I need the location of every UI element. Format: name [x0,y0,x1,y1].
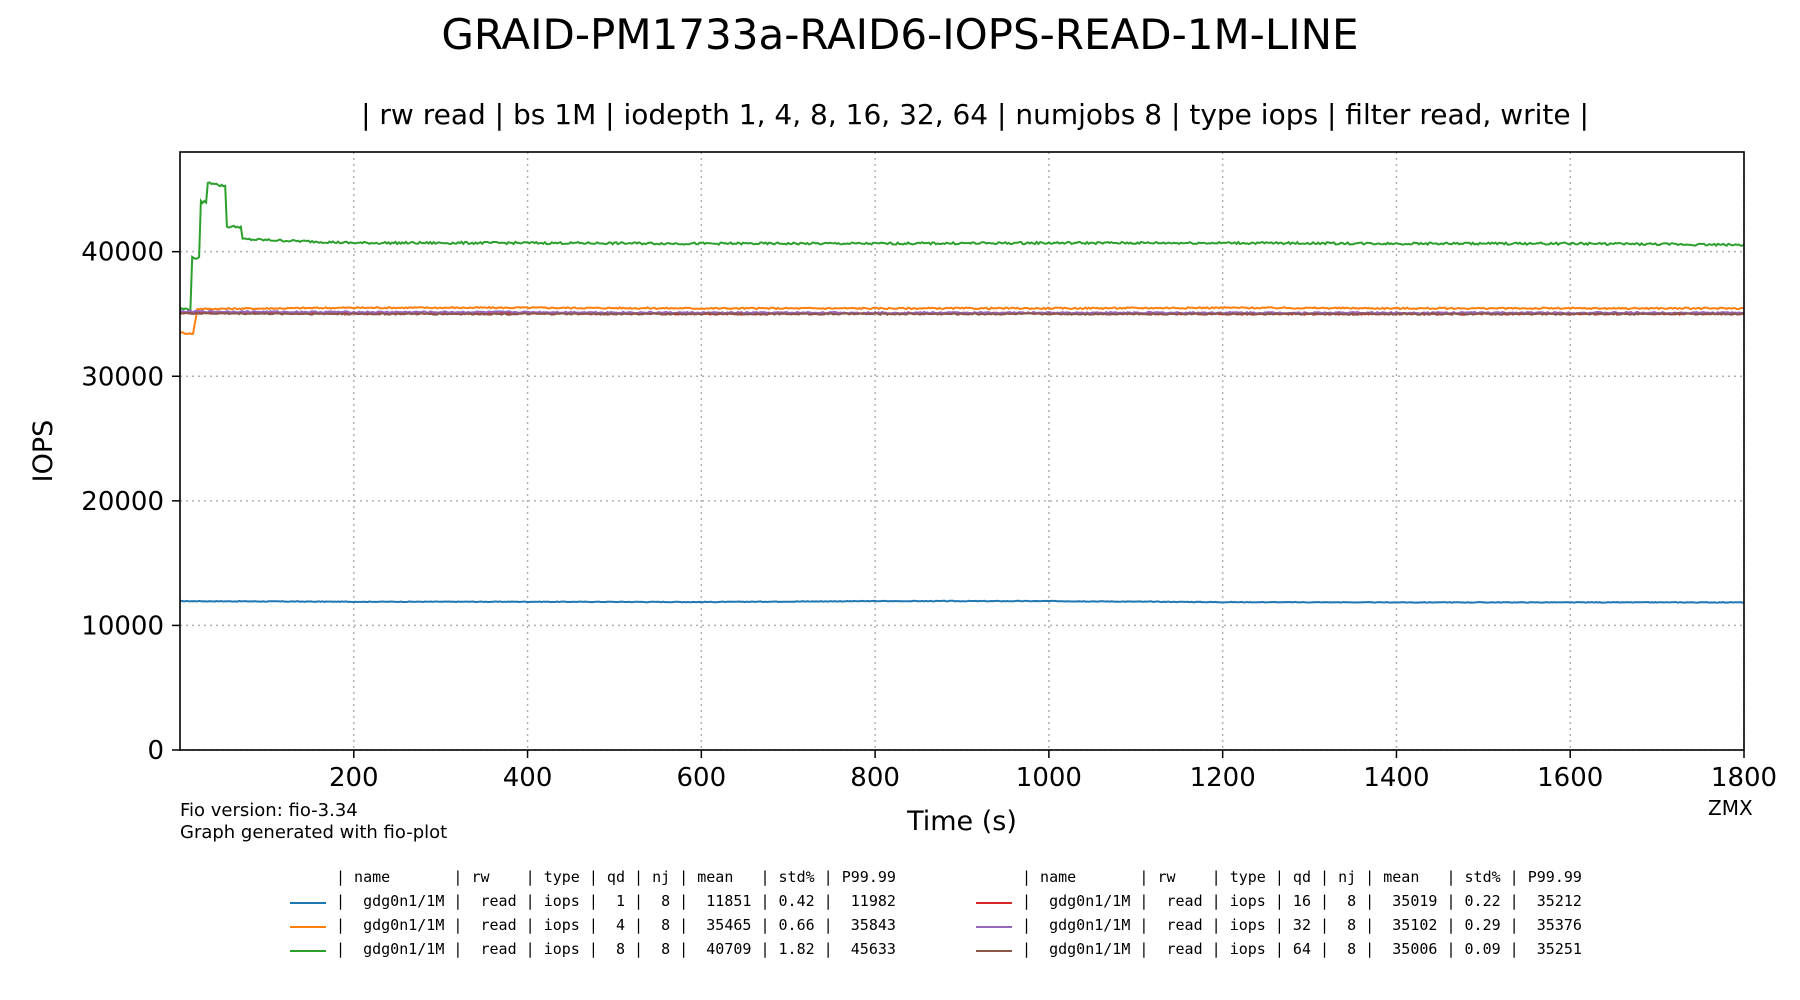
x-tick-label: 400 [503,763,553,793]
x-tick-label: 1400 [1363,763,1429,793]
y-tick-label: 0 [147,736,164,766]
fio-version-note: Fio version: fio-3.34 [180,800,358,821]
y-tick-label: 20000 [81,487,164,517]
legend-swatch [976,926,1012,928]
legend-row: | gdg0n1/1M | read | iops | 8 | 8 | 4070… [336,940,896,958]
x-tick-label: 200 [329,763,379,793]
y-axis-label: IOPS [28,420,59,483]
series-line-qd4 [179,305,1745,336]
chart-title: GRAID-PM1733a-RAID6-IOPS-READ-1M-LINE [441,10,1359,59]
y-tick-label: 30000 [81,362,164,392]
legend-row: | gdg0n1/1M | read | iops | 1 | 8 | 1185… [336,892,896,910]
legend-table-header: | name | rw | type | qd | nj | mean | st… [336,868,896,886]
legend-row: | gdg0n1/1M | read | iops | 4 | 8 | 3546… [336,916,896,934]
legend-swatch [290,950,326,952]
legend-row: | gdg0n1/1M | read | iops | 16 | 8 | 350… [1022,892,1582,910]
legend-swatch [290,902,326,904]
x-tick-label: 600 [677,763,727,793]
series-line-qd8 [179,181,1745,312]
generator-note: Graph generated with fio-plot [180,822,448,843]
legend-swatch [976,950,1012,952]
legend-table-header: | name | rw | type | qd | nj | mean | st… [1022,868,1582,886]
legend-swatch [290,926,326,928]
x-tick-label: 1600 [1537,763,1603,793]
plot-frame [179,151,1745,751]
y-tick-label: 40000 [81,238,164,268]
x-tick-label: 1800 [1711,763,1777,793]
watermark-label: ZMX [1708,796,1753,820]
legend-swatch [976,902,1012,904]
y-tick-label: 10000 [81,611,164,641]
series-line-qd1 [180,599,1745,604]
legend-row: | gdg0n1/1M | read | iops | 64 | 8 | 350… [1022,940,1582,958]
x-axis-label: Time (s) [906,806,1017,837]
legend-row: | gdg0n1/1M | read | iops | 32 | 8 | 351… [1022,916,1582,934]
x-tick-label: 1200 [1190,763,1256,793]
series-line-qd64 [179,311,1745,316]
x-tick-label: 1000 [1016,763,1082,793]
x-tick-label: 800 [850,763,900,793]
chart-subtitle: | rw read | bs 1M | iodepth 1, 4, 8, 16,… [361,98,1589,131]
